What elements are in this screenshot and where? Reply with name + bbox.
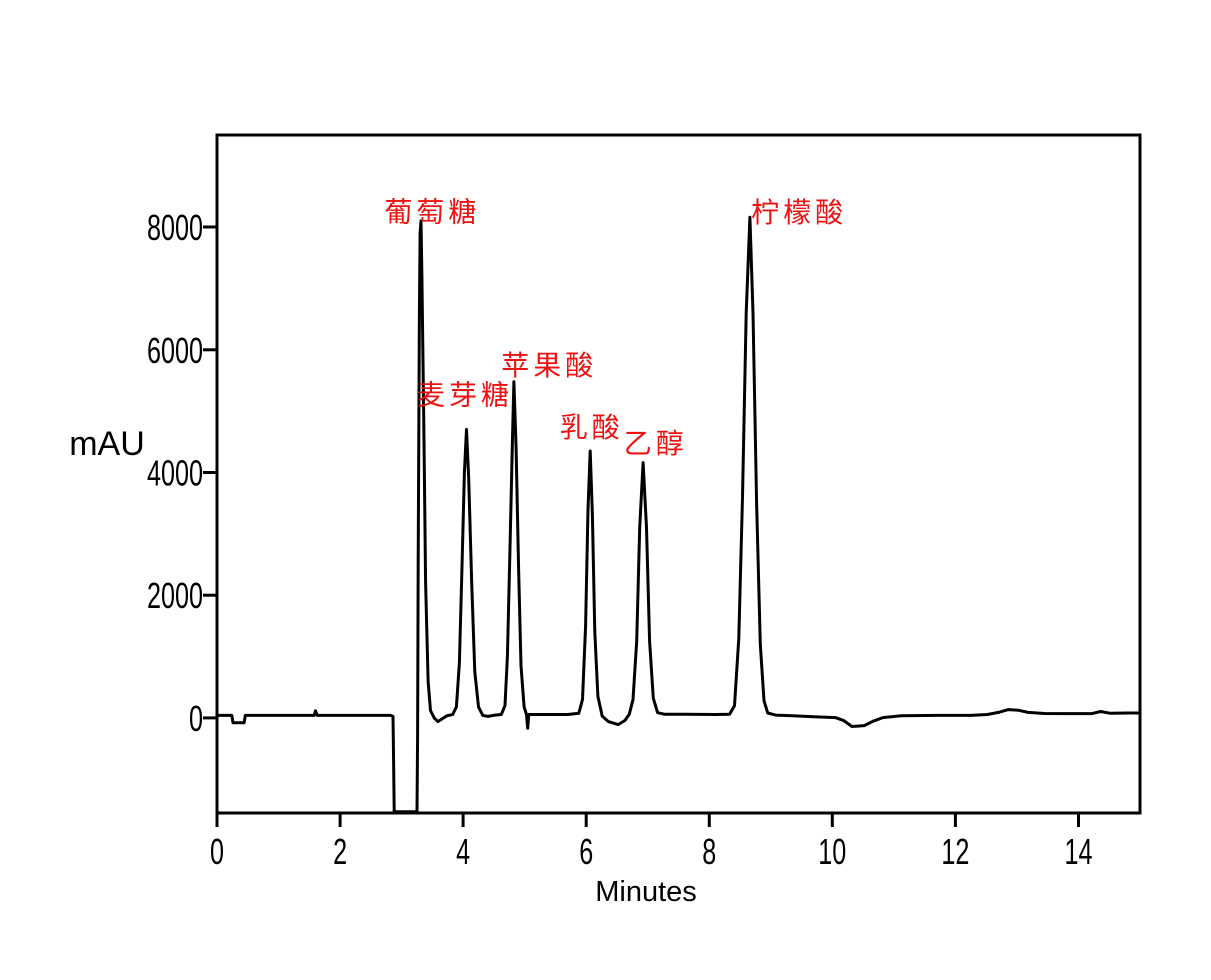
x-axis-title: Minutes bbox=[595, 876, 697, 908]
peak-label: 苹果酸 bbox=[501, 349, 597, 382]
x-tick-label: 10 bbox=[818, 831, 846, 872]
peak-label: 麦芽糖 bbox=[417, 379, 513, 412]
x-tick-label: 4 bbox=[456, 831, 470, 872]
y-tick-label: 8000 bbox=[147, 207, 203, 248]
plot-frame bbox=[215, 133, 1142, 815]
y-tick-label: 2000 bbox=[147, 575, 203, 616]
signal-trace bbox=[217, 215, 1140, 814]
axis-ticks bbox=[203, 225, 1080, 827]
y-axis-title: mAU bbox=[69, 425, 145, 463]
x-tick-label: 6 bbox=[579, 831, 593, 872]
x-tick-label: 14 bbox=[1065, 831, 1093, 872]
x-tick-label: 2 bbox=[333, 831, 347, 872]
x-tick-label: 8 bbox=[702, 831, 716, 872]
x-tick-label: 0 bbox=[210, 831, 224, 872]
y-tick-label: 4000 bbox=[147, 453, 203, 494]
peak-label: 乙醇 bbox=[624, 427, 688, 460]
peak-label: 乳酸 bbox=[560, 411, 624, 444]
x-tick-label: 12 bbox=[941, 831, 969, 872]
peak-label: 葡萄糖 bbox=[384, 196, 480, 229]
y-tick-label: 6000 bbox=[147, 330, 203, 371]
axis-tick-labels: 0 2 4 6 8 10 12 14 0 2000 4000 6000 8000 bbox=[147, 207, 1093, 872]
peak-label: 柠檬酸 bbox=[751, 196, 847, 229]
y-tick-label: 0 bbox=[189, 698, 203, 739]
